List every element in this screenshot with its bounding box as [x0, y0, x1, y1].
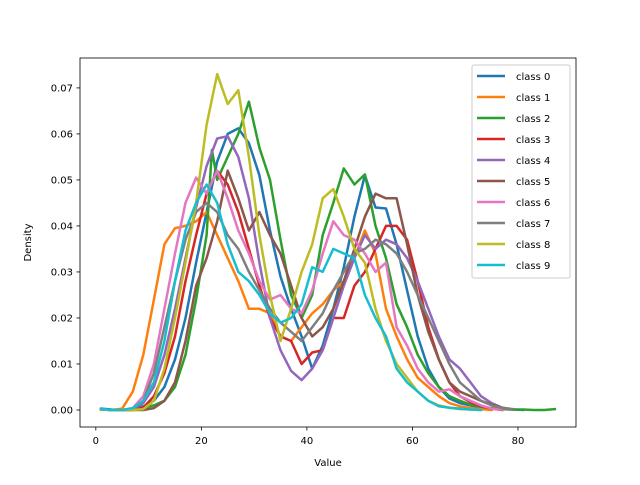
series-line-4 [99, 134, 515, 412]
axes: 0 20 40 60 80 0.00 0.01 0.02 0.03 0.04 0.05 0.06 0.0… [51, 57, 577, 447]
y-axis-label: Density [23, 223, 34, 261]
y-tick-label: 0.04 [51, 221, 73, 232]
axes-frame [79, 57, 577, 428]
x-axis-label: Value [314, 458, 341, 469]
y-tick-label: 0.05 [51, 175, 73, 186]
y-tick-label: 0.02 [51, 313, 73, 324]
legend-label-6: class 6 [516, 198, 550, 209]
x-tick-label: 40 [301, 436, 314, 447]
series-line-3 [99, 169, 504, 412]
legend-label-0: class 0 [516, 72, 550, 83]
x-tick-label: 20 [195, 436, 208, 447]
series-line-5 [99, 169, 515, 412]
series-line-6 [99, 169, 504, 412]
series-line-1 [99, 210, 493, 412]
y-tick-label: 0.00 [51, 405, 73, 416]
x-tick-label: 0 [93, 436, 99, 447]
y-tick-label: 0.06 [51, 129, 73, 140]
x-tick-label: 60 [406, 436, 419, 447]
legend-label-5: class 5 [516, 177, 550, 188]
x-tick-label: 80 [512, 436, 525, 447]
legend-label-2: class 2 [516, 114, 550, 125]
y-tick-label: 0.07 [51, 83, 73, 94]
legend-label-8: class 8 [516, 240, 550, 251]
y-tick-label: 0.03 [51, 267, 73, 278]
legend-label-4: class 4 [516, 156, 550, 167]
legend-label-9: class 9 [516, 261, 550, 272]
y-tick-label: 0.01 [51, 359, 73, 370]
legend: class 0 class 1 class 2 class 3 class 4 class… [471, 64, 571, 279]
legend-label-7: class 7 [516, 219, 550, 230]
legend-label-3: class 3 [516, 135, 550, 146]
plot-lines [99, 72, 557, 412]
legend-label-1: class 1 [516, 93, 550, 104]
series-line-9 [99, 183, 483, 412]
